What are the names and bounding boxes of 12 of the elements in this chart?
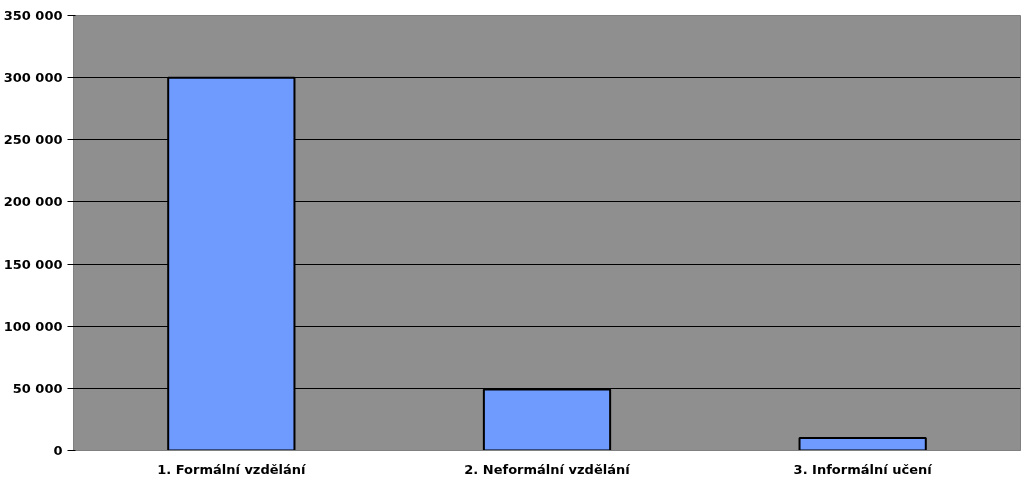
y-tick-label: 0 (53, 443, 63, 458)
y-tick-label: 250 000 (3, 132, 63, 148)
x-tick-label: 3. Informální učení (793, 461, 934, 477)
y-tick-label: 350 000 (3, 8, 63, 23)
x-tick-label: 2. Neformální vzdělání (464, 461, 632, 477)
bar (798, 437, 927, 451)
y-tick-label: 150 000 (3, 256, 63, 272)
y-tick-label: 50 000 (12, 380, 63, 396)
y-tick-label: 200 000 (3, 194, 63, 210)
y-tick-label: 100 000 (3, 318, 63, 334)
y-tick-label: 300 000 (3, 70, 63, 86)
x-tick-label: 1. Formální vzdělání (157, 461, 308, 477)
